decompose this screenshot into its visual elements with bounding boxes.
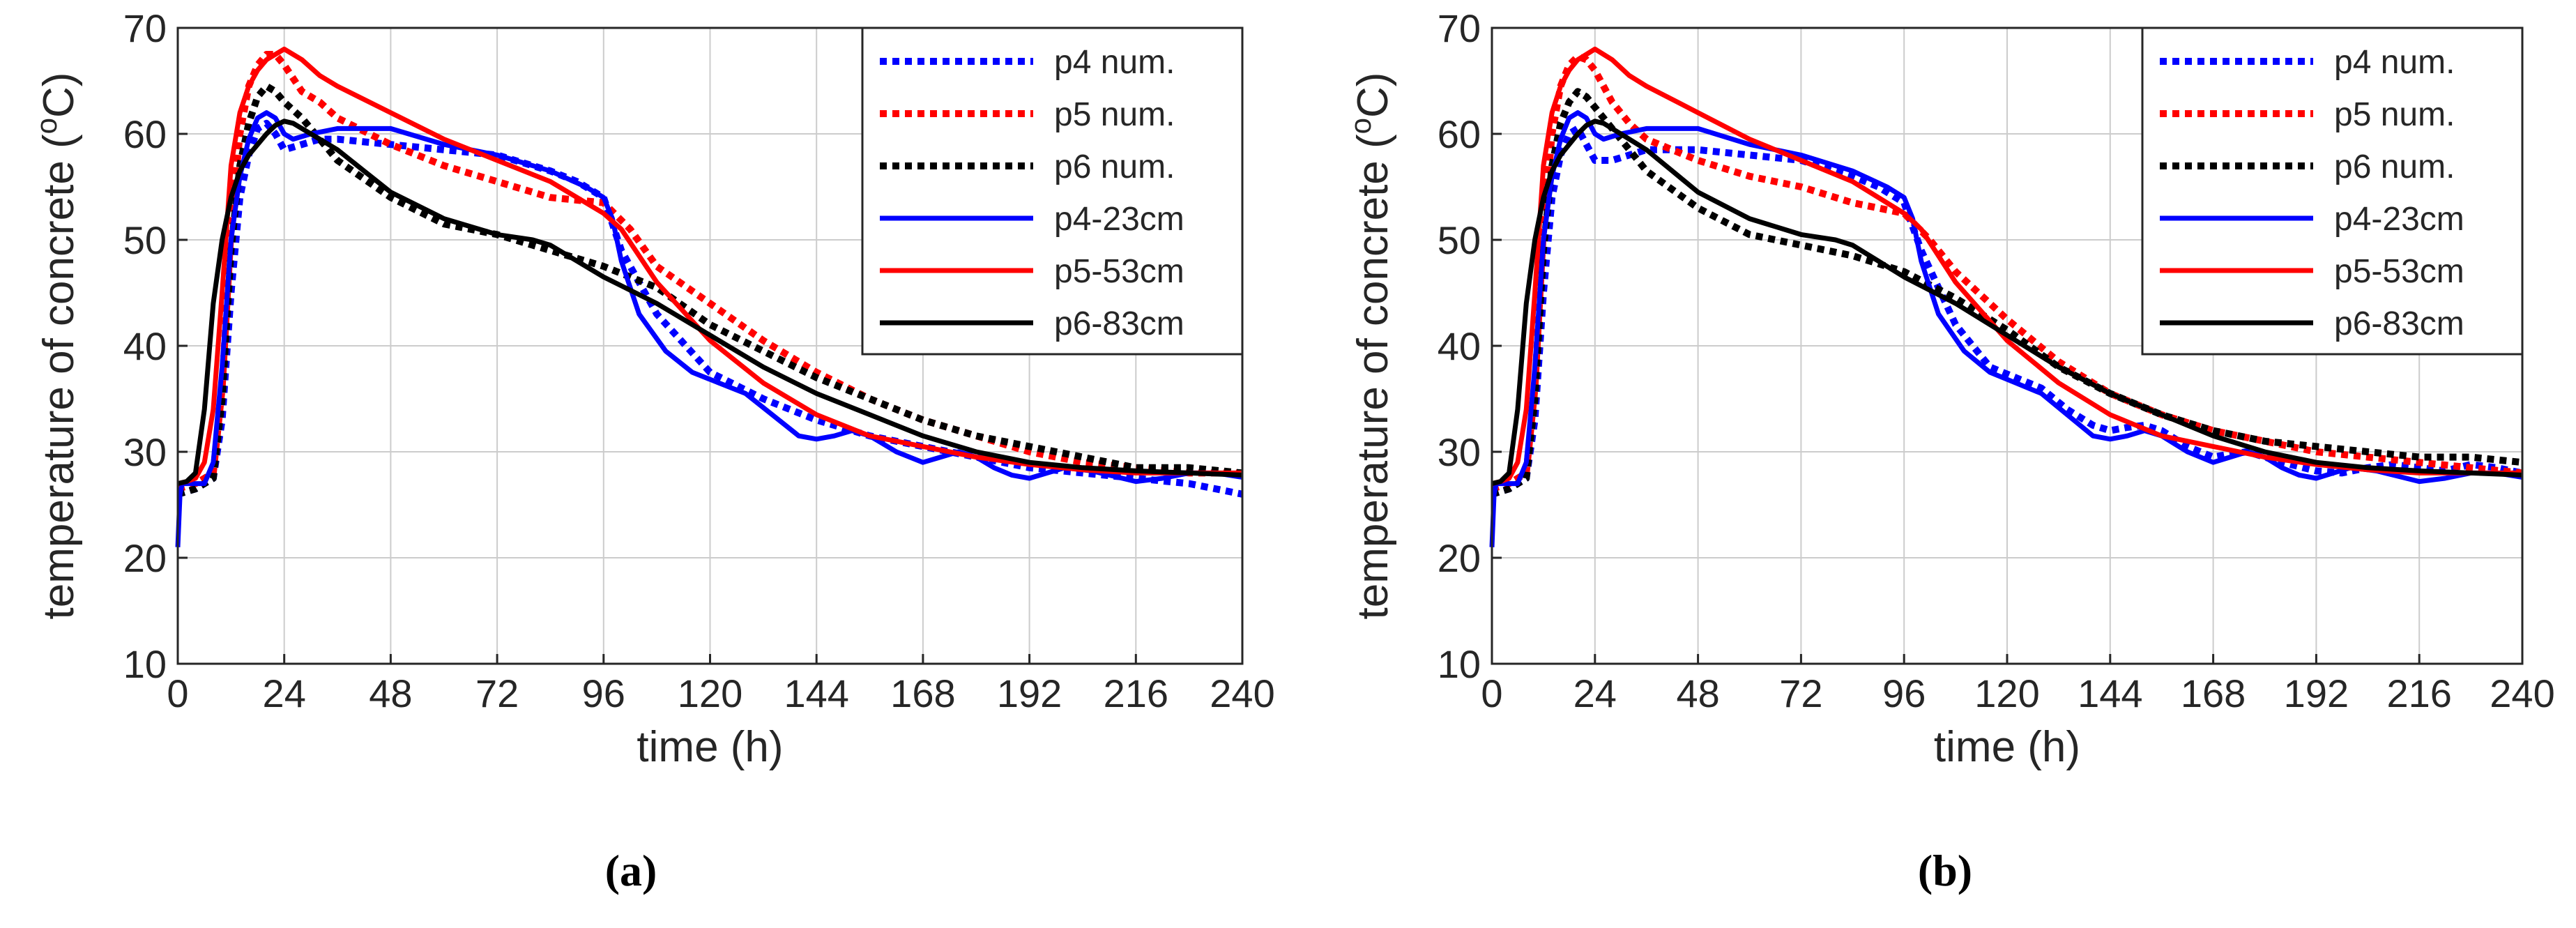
x-tick-label: 192 bbox=[2284, 671, 2349, 715]
y-tick-label: 40 bbox=[1438, 324, 1481, 368]
y-axis-label: temperature of concrete (oC) bbox=[30, 73, 83, 620]
y-tick-label: 30 bbox=[123, 430, 167, 474]
x-tick-label: 24 bbox=[263, 671, 306, 715]
legend-label: p4 num. bbox=[1054, 44, 1175, 81]
x-tick-label: 216 bbox=[2386, 671, 2451, 715]
y-tick-label: 70 bbox=[1438, 6, 1481, 50]
y-axis-label-unit: C) bbox=[1349, 73, 1397, 118]
x-tick-label: 144 bbox=[2078, 671, 2142, 715]
legend-label: p5 num. bbox=[1054, 96, 1175, 133]
panel-label: (b) bbox=[1918, 846, 1972, 895]
legend-label: p6-83cm bbox=[1054, 305, 1184, 342]
legend-label: p6 num. bbox=[2334, 149, 2455, 185]
y-tick-label: 40 bbox=[123, 324, 167, 368]
y-tick-label: 10 bbox=[123, 642, 167, 686]
legend-label: p5 num. bbox=[2334, 96, 2455, 133]
y-tick-label: 70 bbox=[123, 6, 167, 50]
x-tick-label: 144 bbox=[784, 671, 848, 715]
x-tick-label: 240 bbox=[2490, 671, 2554, 715]
x-tick-label: 120 bbox=[678, 671, 742, 715]
x-tick-label: 168 bbox=[890, 671, 955, 715]
series-line-p6-num- bbox=[176, 82, 1243, 498]
series-line-p4-23cm bbox=[1489, 110, 2523, 547]
x-tick-label: 168 bbox=[2181, 671, 2246, 715]
y-axis-label: temperature of concrete (oC) bbox=[1344, 73, 1397, 620]
legend-box bbox=[2141, 26, 2524, 356]
legend-label: p4-23cm bbox=[2334, 201, 2464, 238]
panel-label: (a) bbox=[605, 846, 657, 895]
legend-label: p5-53cm bbox=[2334, 253, 2464, 290]
y-tick-label: 20 bbox=[1438, 536, 1481, 580]
x-tick-label: 0 bbox=[167, 671, 188, 715]
legend-label: p4 num. bbox=[2334, 44, 2455, 81]
x-tick-label: 72 bbox=[1779, 671, 1822, 715]
legend-box bbox=[861, 26, 1244, 356]
y-tick-label: 50 bbox=[1438, 218, 1481, 262]
y-tick-label: 50 bbox=[123, 218, 167, 262]
series-line-p4-23cm bbox=[175, 110, 1243, 547]
x-tick-label: 72 bbox=[475, 671, 519, 715]
chart-panel-a: 0 24 48 72 96 120 144 168 192 216 240 10 20 30 40 50 60 7… bbox=[30, 6, 1275, 895]
y-tick-label: 60 bbox=[123, 112, 167, 156]
legend-label: p5-53cm bbox=[1054, 253, 1184, 290]
legend: p4 num. p5 num. p6 num. p4-23cm p5-53cm p6-83… bbox=[861, 26, 1244, 356]
legend-label: p6-83cm bbox=[2334, 305, 2464, 342]
y-tick-label: 10 bbox=[1438, 642, 1481, 686]
series-line-p6-83cm bbox=[177, 119, 1243, 487]
legend-label: p4-23cm bbox=[1054, 201, 1184, 238]
x-tick-label: 192 bbox=[997, 671, 1062, 715]
y-axis-label-text: temperature of concrete ( bbox=[1349, 134, 1397, 619]
x-tick-label: 240 bbox=[1210, 671, 1274, 715]
x-axis-label: time (h) bbox=[637, 723, 783, 771]
y-tick-label: 60 bbox=[1438, 112, 1481, 156]
x-tick-label: 48 bbox=[1676, 671, 1719, 715]
y-axis-label-degree: o bbox=[30, 118, 63, 134]
y-axis-label-degree: o bbox=[1344, 118, 1377, 134]
x-tick-label: 48 bbox=[369, 671, 412, 715]
x-tick-label: 216 bbox=[1104, 671, 1168, 715]
x-tick-label: 96 bbox=[1882, 671, 1926, 715]
x-axis-label: time (h) bbox=[1934, 723, 2080, 771]
legend: p4 num. p5 num. p6 num. p4-23cm p5-53cm p6-83… bbox=[2141, 26, 2524, 356]
chart-panel-b: 0 24 48 72 96 120 144 168 192 216 240 10 20 30 40 50 60 7… bbox=[1344, 6, 2555, 895]
x-tick-label: 0 bbox=[1481, 671, 1502, 715]
y-tick-label: 30 bbox=[1438, 430, 1481, 474]
y-tick-label: 20 bbox=[123, 536, 167, 580]
y-axis-label-unit: C) bbox=[35, 73, 83, 118]
x-tick-label: 24 bbox=[1573, 671, 1617, 715]
legend-label: p6 num. bbox=[1054, 149, 1175, 185]
series-line-p6-83cm bbox=[1491, 119, 2523, 487]
y-axis-label-text: temperature of concrete ( bbox=[35, 134, 83, 619]
x-tick-label: 120 bbox=[1974, 671, 2039, 715]
x-tick-label: 96 bbox=[582, 671, 625, 715]
